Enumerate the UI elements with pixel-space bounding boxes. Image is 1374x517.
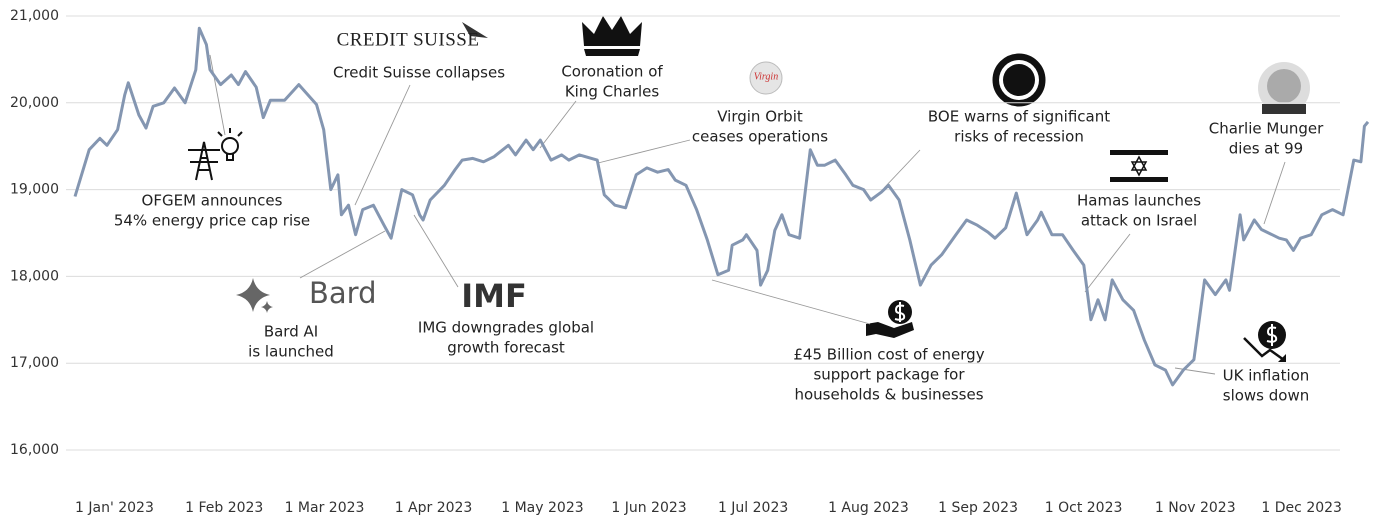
x-tick-label: 1 Aug 2023 [828, 500, 909, 516]
annotation-text: support package for [813, 366, 965, 384]
boe-icon [993, 54, 1045, 106]
money-hand-icon [866, 300, 914, 338]
annotation: £45 Billion cost of energy support packag… [712, 280, 985, 404]
annotation: BOE warns of significant risks of recessi… [884, 108, 1110, 189]
x-tick-label: 1 Jan' 2023 [75, 500, 154, 516]
annotation-text: BOE warns of significant [928, 108, 1110, 126]
annotation-text: slows down [1223, 387, 1309, 405]
y-tick-label: 20,000 [10, 95, 59, 111]
x-tick-label: 1 Dec 2023 [1261, 500, 1342, 516]
x-tick-label: 1 Jul 2023 [718, 500, 788, 516]
leader-line [1264, 162, 1285, 224]
annotation: IMF IMG downgrades global growth forecast [414, 215, 594, 357]
x-tick-label: 1 Feb 2023 [185, 500, 263, 516]
leader-line [1085, 234, 1130, 292]
y-tick-label: 19,000 [10, 182, 59, 198]
annotation-text: is launched [248, 343, 334, 361]
x-tick-label: 1 Sep 2023 [938, 500, 1018, 516]
annotation-text: Credit Suisse collapses [333, 64, 505, 82]
logo-text: Bard [309, 276, 377, 310]
leader-line [598, 140, 690, 163]
annotation-text: Virgin Orbit [717, 108, 803, 126]
annotation-text: households & businesses [794, 386, 983, 404]
leader-line [210, 55, 225, 135]
annotation-text: Hamas launches [1077, 192, 1201, 210]
y-tick-label: 18,000 [10, 268, 59, 284]
annotation: Charlie Munger dies at 99 [1209, 120, 1324, 225]
annotation-text: attack on Israel [1081, 212, 1197, 230]
annotation-text: OFGEM announces [142, 192, 283, 210]
logo-text: IMF [461, 277, 527, 315]
logo-text: Virgin [754, 71, 778, 82]
leader-line [884, 150, 920, 188]
munger-icon [1258, 62, 1310, 114]
annotation-text: Coronation of [561, 63, 663, 81]
leader-line [300, 231, 385, 278]
annotation-text: dies at 99 [1229, 140, 1303, 158]
annotation-text: King Charles [565, 83, 660, 101]
y-tick-label: 17,000 [10, 355, 59, 371]
logo-text: CREDIT SUISSE [337, 29, 480, 50]
annotation: Bard Bard AI is launched [248, 231, 385, 361]
israel-flag [1110, 150, 1168, 182]
annotation-text: 54% energy price cap rise [114, 212, 310, 230]
annotation-text: growth forecast [447, 339, 565, 357]
annotation-text: IMG downgrades global [418, 319, 594, 337]
annotation: UK inflation slows down [1175, 367, 1309, 405]
annotation-text: Charlie Munger [1209, 120, 1324, 138]
leader-line [540, 101, 576, 148]
y-tick-label: 16,000 [10, 442, 59, 458]
annotation-text: risks of recession [954, 128, 1084, 146]
annotation-text: UK inflation [1223, 367, 1310, 385]
annotation: Coronation of King Charles [540, 63, 663, 149]
x-tick-label: 1 Nov 2023 [1155, 500, 1236, 516]
annotation: Hamas launches attack on Israel [1077, 192, 1201, 293]
bard-sparkle [236, 278, 273, 313]
leader-line [712, 280, 870, 324]
annotation: OFGEM announces 54% energy price cap rise [114, 55, 310, 230]
energy-icon [188, 128, 242, 180]
annotation: CREDIT SUISSE Credit Suisse collapses [333, 29, 505, 205]
y-tick-label: 21,000 [10, 8, 59, 24]
x-tick-label: 1 May 2023 [501, 500, 583, 516]
annotation-text: £45 Billion cost of energy [793, 346, 984, 364]
grid [66, 16, 1340, 450]
x-tick-label: 1 Oct 2023 [1045, 500, 1123, 516]
x-tick-label: 1 Jun 2023 [611, 500, 686, 516]
chart: 16,000 17,000 18,000 19,000 20,000 21,000 1 Ja… [0, 0, 1374, 517]
crown-icon [582, 16, 642, 56]
x-tick-label: 1 Mar 2023 [285, 500, 365, 516]
inflation-icon [1244, 321, 1286, 362]
x-tick-label: 1 Apr 2023 [395, 500, 473, 516]
annotation-text: ceases operations [692, 128, 828, 146]
annotation-text: Bard AI [264, 323, 318, 341]
